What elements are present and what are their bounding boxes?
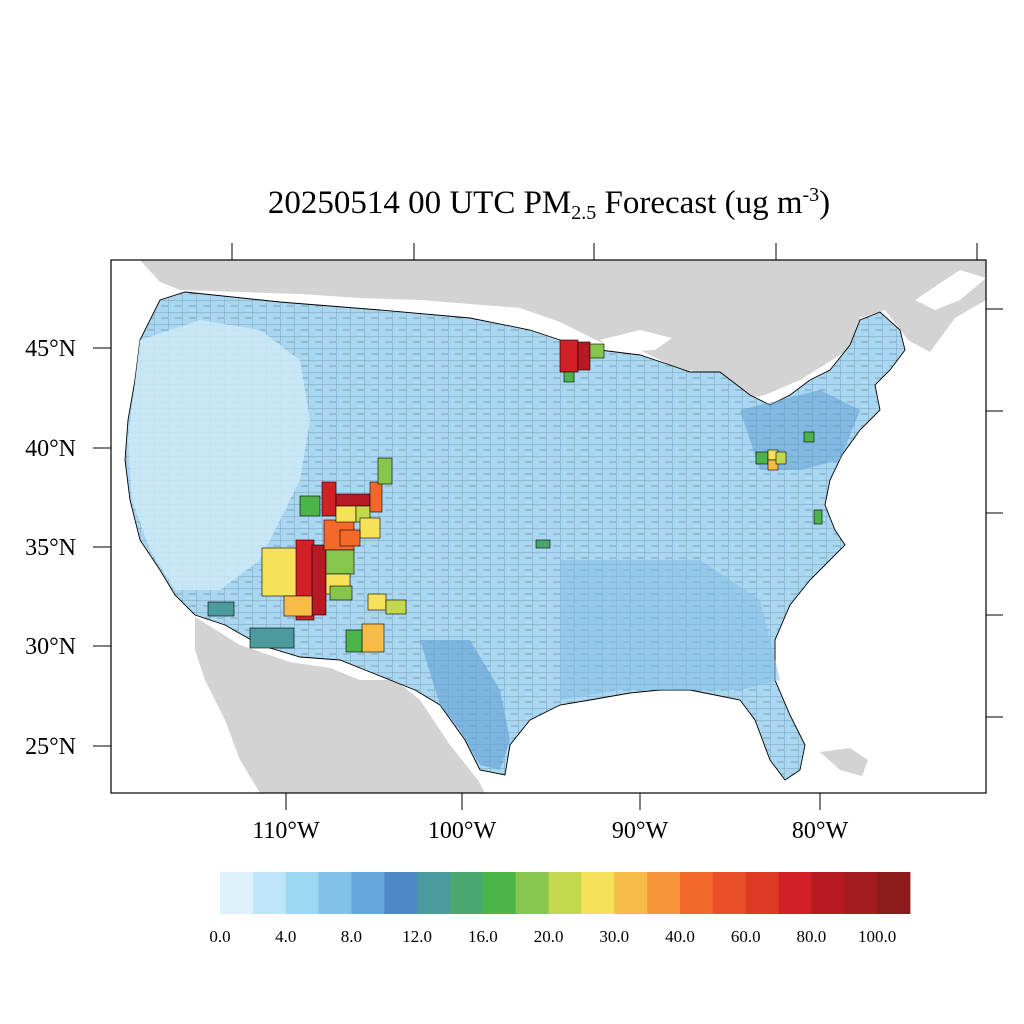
colorbar-swatch [482,872,517,914]
colorbar [220,872,911,914]
map-area [111,260,986,793]
colorbar-labels: 0.0 4.0 8.0 12.0 16.0 20.0 30.0 40.0 60.0 80.0 100… [209,927,896,946]
colorbar-swatch [844,872,878,914]
colorbar-label: 100.0 [858,927,896,946]
bottom-ticks [285,793,821,810]
colorbar-swatch [581,872,615,914]
colorbar-label: 4.0 [275,927,296,946]
lat-label: 45°N [25,336,76,362]
canada-land [140,260,986,400]
lon-label: 110°W [252,818,320,844]
ohio-moderate-pm [535,431,823,549]
lat-label: 40°N [25,436,76,462]
colorbar-swatch [647,872,681,914]
southeast-mid-region [560,560,780,700]
texas-darker-region [420,640,510,770]
colorbar-swatch [450,872,484,914]
colorbar-swatch [614,872,648,914]
lon-label: 90°W [612,818,669,844]
colorbar-label: 80.0 [797,927,827,946]
colorbar-swatch [318,872,352,914]
map-frame [110,259,987,794]
lat-label: 25°N [25,734,76,760]
colorbar-label: 16.0 [468,927,498,946]
cuba-land [820,748,868,776]
lon-label: 80°W [792,818,849,844]
colorbar-swatch [220,872,254,914]
colorbar-swatch [285,872,319,914]
colorbar-label: 60.0 [731,927,761,946]
gulf-of-st-lawrence [915,270,986,310]
colorbar-swatch [778,872,812,914]
colorbar-swatch [548,872,582,914]
colorbar-swatch [252,872,287,914]
colorbar-label: 0.0 [209,927,230,946]
colorbar-swatch [680,872,714,914]
west-light-region [128,320,310,590]
right-ticks [986,308,1003,718]
lat-label: 30°N [25,634,76,660]
lon-label: 100°W [428,818,497,844]
mexico-land [195,617,485,793]
colorbar-label: 8.0 [341,927,362,946]
top-ticks [231,243,978,260]
latitude-labels: 45°N 40°N 35°N 30°N 25°N [25,336,76,760]
colorbar-swatch [811,872,845,914]
colorbar-swatch [351,872,385,914]
colorbar-swatch [417,872,451,914]
left-ticks [93,347,111,747]
lat-label: 35°N [25,535,76,561]
lake-superior [600,330,672,352]
minnesota-high-pm [559,339,605,383]
colorbar-label: 20.0 [534,927,564,946]
longitude-labels: 110°W 100°W 90°W 80°W [252,818,848,844]
colorbar-label: 40.0 [665,927,695,946]
colorbar-label: 12.0 [402,927,432,946]
colorbar-label: 30.0 [599,927,629,946]
colorbar-swatch [745,872,779,914]
colorbar-swatch [877,872,911,914]
colorbar-swatch [712,872,747,914]
colorbar-swatch [515,872,549,914]
map-title: 20250514 00 UTC PM2.5 Forecast (ug m-3) [267,184,831,224]
colorbar-swatch [384,872,418,914]
southwest-high-pm [207,457,407,653]
